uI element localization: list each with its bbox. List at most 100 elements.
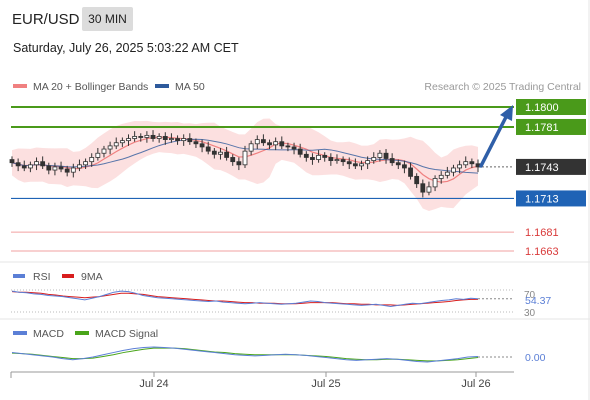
candle-body — [119, 140, 125, 144]
candle-body — [95, 152, 101, 158]
candle-body — [236, 161, 242, 166]
macd-signal-legend-label: MACD Signal — [95, 328, 158, 340]
credit-label: Research © 2025 Trading Central — [424, 81, 581, 93]
ma50-legend-label: MA 50 — [175, 81, 205, 93]
candle-body — [101, 148, 107, 154]
candle-body — [273, 141, 279, 146]
candle-body — [138, 136, 144, 138]
level-label-4: 1.1681 — [525, 227, 559, 239]
candle-body — [365, 160, 371, 165]
candle-body — [457, 164, 463, 169]
level-label-3: 1.1713 — [525, 193, 559, 205]
candle-body — [426, 186, 432, 193]
level-label-1: 1.1781 — [525, 122, 559, 134]
x-tick-label-jul25: Jul 25 — [311, 378, 340, 390]
level-tag-0 — [516, 99, 586, 115]
timeframe-button[interactable]: 30 MIN — [82, 7, 133, 31]
macd-legend: MACD MACD Signal — [13, 328, 158, 340]
candle-body — [352, 163, 358, 167]
candle-body — [340, 159, 346, 163]
candle-body — [285, 145, 291, 148]
candle-body — [89, 157, 95, 163]
candle-body — [15, 162, 21, 167]
candle-body — [40, 161, 46, 167]
level-labels: 1.1800 1.1781 1.1743 1.1713 1.1681 1.1663 — [516, 99, 586, 258]
candle-body — [34, 161, 39, 166]
candle-body — [359, 163, 364, 167]
level-tag-1 — [516, 118, 586, 135]
candle-body — [451, 167, 456, 173]
chart-header: EUR/USD 30 MIN Saturday, July 26, 2025 5… — [0, 0, 590, 70]
candle-body — [420, 183, 426, 193]
macd-legend-swatch — [13, 331, 27, 335]
candle-body — [260, 139, 266, 144]
candle-body — [77, 164, 82, 169]
level-tag-3 — [516, 190, 586, 207]
candle-body — [297, 148, 303, 155]
candle-body — [113, 142, 119, 147]
main-legend: MA 20 + Bollinger Bands MA 50 Research ©… — [13, 81, 581, 93]
candle-body — [187, 138, 193, 143]
candle-body — [267, 142, 272, 146]
candle-body — [27, 164, 33, 169]
candle-body — [377, 152, 383, 158]
level-label-0: 1.1800 — [525, 102, 559, 114]
candle-body — [9, 159, 15, 164]
candle-body — [248, 143, 254, 152]
macd-current-value: 0.00 — [525, 352, 546, 364]
candle-body — [230, 157, 236, 163]
rsi9ma-legend-label: 9MA — [81, 271, 103, 283]
candle-body — [408, 167, 413, 177]
candle-body — [144, 134, 150, 138]
candle-body — [150, 134, 156, 139]
candle-body — [156, 136, 162, 139]
candle-body — [52, 166, 58, 171]
symbol-title: EUR/USD — [12, 11, 80, 28]
candle-body — [242, 150, 248, 166]
level-tag-2 — [516, 158, 586, 175]
candle-body — [162, 136, 168, 140]
candle-body — [211, 150, 217, 155]
candle-body — [463, 161, 469, 166]
candle-body — [444, 171, 450, 176]
candle-body — [83, 161, 88, 166]
candle-body — [432, 178, 438, 188]
candle-body — [181, 138, 187, 142]
level-label-5: 1.1663 — [525, 246, 559, 258]
candle-body — [107, 145, 113, 150]
datetime-label: Saturday, July 26, 2025 5:03:22 AM CET — [13, 41, 239, 55]
candle-body — [389, 158, 395, 164]
candle-body — [469, 161, 475, 165]
macd-signal-legend-swatch — [75, 331, 89, 335]
candle-body — [169, 138, 174, 140]
candle-body — [402, 164, 407, 169]
rsi-level-30: 30 — [524, 308, 536, 319]
macd-legend-label: MACD — [33, 328, 64, 340]
candle-body — [199, 143, 205, 148]
candle-body — [205, 146, 211, 152]
candle-body — [310, 157, 315, 160]
candle-body — [395, 162, 401, 166]
rsi-legend-label: RSI — [33, 271, 51, 283]
candle-body — [70, 167, 76, 173]
forecast-arrow — [479, 105, 513, 168]
forecast-arrow-head — [500, 105, 513, 121]
candle-body — [58, 166, 64, 170]
candle-body — [46, 165, 52, 171]
candle-body — [21, 165, 27, 169]
candle-body — [175, 138, 180, 142]
candle-body — [218, 151, 223, 155]
macd-panel — [11, 346, 514, 363]
candle-body — [316, 154, 321, 160]
candle-body — [414, 175, 420, 185]
candle-body — [132, 136, 138, 139]
rsi-line — [11, 290, 479, 308]
candle-body — [383, 152, 389, 159]
rsi-legend-swatch — [13, 274, 25, 278]
candle-body — [64, 168, 70, 173]
candle-body — [279, 141, 285, 147]
level-label-2: 1.1743 — [525, 162, 559, 174]
x-tick-label-jul24: Jul 24 — [139, 378, 168, 390]
candle-body — [291, 146, 297, 150]
